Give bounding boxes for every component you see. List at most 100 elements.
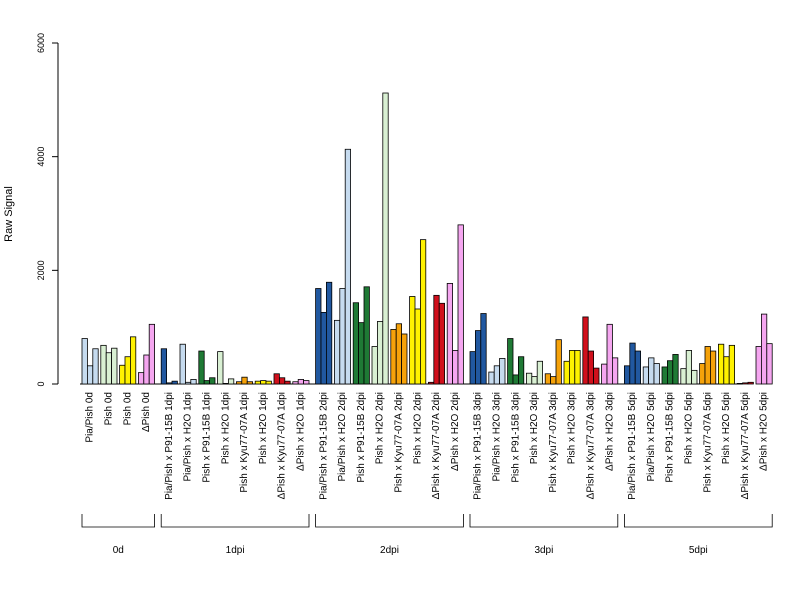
category-label: Pia/Pish x P91-15B 1dpi bbox=[164, 392, 175, 500]
category-label: Pish x Kyu77-07A 1dpi bbox=[239, 392, 250, 493]
bar bbox=[297, 379, 305, 385]
category-label: ΔPish 0d bbox=[141, 392, 152, 432]
bar bbox=[92, 348, 99, 385]
group-label: 0d bbox=[113, 545, 124, 556]
bar bbox=[333, 319, 341, 385]
bar bbox=[148, 323, 155, 385]
bar bbox=[344, 148, 352, 385]
bar bbox=[409, 296, 416, 385]
bar bbox=[691, 369, 698, 385]
bar bbox=[395, 323, 403, 385]
group-label: 2dpi bbox=[380, 545, 399, 556]
bar bbox=[555, 339, 562, 385]
bar bbox=[419, 239, 427, 385]
bar bbox=[601, 363, 608, 385]
bar bbox=[728, 344, 736, 385]
bar bbox=[352, 302, 360, 385]
category-label: Pish x H2O 2dpi bbox=[375, 392, 386, 464]
bar bbox=[320, 311, 327, 385]
bar bbox=[680, 368, 687, 385]
group-label: 1dpi bbox=[226, 545, 245, 556]
bar bbox=[284, 380, 291, 385]
category-label: Pish x H2O 1dpi bbox=[258, 392, 269, 464]
category-label: Pia/Pish x P91-15B 3dpi bbox=[473, 392, 484, 500]
bar bbox=[119, 364, 126, 385]
bar bbox=[190, 379, 197, 385]
bar bbox=[710, 350, 717, 385]
category-label: Pia/Pish x H2O 5dpi bbox=[646, 392, 657, 482]
bar bbox=[273, 373, 280, 385]
bar bbox=[629, 342, 636, 385]
bar bbox=[325, 281, 333, 385]
category-label: Pia/Pish x H2O 1dpi bbox=[183, 392, 194, 482]
bar bbox=[648, 357, 655, 385]
bar bbox=[203, 380, 210, 385]
bar bbox=[593, 367, 600, 385]
bar bbox=[457, 224, 464, 385]
bar bbox=[653, 363, 660, 385]
bar bbox=[401, 333, 408, 385]
category-label: Pish x H2O 3dpi bbox=[529, 392, 540, 464]
bar bbox=[315, 288, 322, 385]
bar bbox=[582, 316, 589, 385]
bar bbox=[587, 350, 595, 385]
category-label: Pia/Pish x P91-15B 2dpi bbox=[318, 392, 329, 500]
bar bbox=[569, 350, 576, 385]
category-label: Pish x Kyu77-07A 5dpi bbox=[702, 392, 713, 493]
group-bracket bbox=[315, 514, 464, 528]
bar bbox=[672, 354, 679, 385]
category-label: Pish x H2O 3dpi bbox=[567, 392, 578, 464]
category-label: ΔPish x H2O 3dpi bbox=[604, 392, 615, 471]
bar bbox=[718, 343, 725, 385]
bar bbox=[612, 357, 619, 385]
bar bbox=[265, 380, 272, 385]
bar bbox=[512, 374, 519, 385]
y-axis-title: Raw Signal bbox=[3, 186, 15, 242]
bar bbox=[685, 350, 693, 385]
bar bbox=[184, 381, 192, 385]
bar bbox=[550, 376, 557, 385]
bar bbox=[254, 380, 261, 385]
category-label: Pish x P91-15B 5dpi bbox=[665, 392, 676, 483]
bar bbox=[105, 352, 112, 385]
bar bbox=[166, 382, 173, 385]
category-label: ΔPish x Kyu77-07A 5dpi bbox=[740, 392, 751, 499]
bar bbox=[747, 381, 754, 385]
bar bbox=[507, 338, 514, 385]
bar bbox=[129, 336, 137, 385]
bar bbox=[480, 313, 487, 385]
bar bbox=[499, 358, 506, 385]
group-bracket bbox=[81, 514, 155, 528]
bar bbox=[179, 343, 186, 385]
bar bbox=[160, 348, 167, 385]
bar bbox=[723, 356, 730, 385]
y-tick-label: 2000 bbox=[36, 260, 46, 280]
bar bbox=[667, 360, 674, 385]
category-label: Pish x H2O 5dpi bbox=[721, 392, 732, 464]
bar bbox=[209, 377, 216, 385]
bar bbox=[222, 383, 229, 385]
bar bbox=[438, 302, 446, 385]
bar bbox=[81, 338, 88, 385]
category-label: Pish x Kyu77-07A 3dpi bbox=[548, 392, 559, 493]
bar bbox=[292, 381, 299, 385]
category-label: ΔPish x Kyu77-07A 1dpi bbox=[277, 392, 288, 499]
category-label: Pish x H2O 5dpi bbox=[684, 392, 695, 464]
category-label: ΔPish x H2O 1dpi bbox=[296, 392, 307, 471]
category-label: ΔPish x H2O 5dpi bbox=[759, 392, 770, 471]
bar bbox=[766, 343, 773, 385]
category-label: Pia/Pish x P91-15B 5dpi bbox=[627, 392, 638, 500]
bar bbox=[241, 376, 248, 385]
bar bbox=[260, 380, 267, 385]
category-label: Pish 0d bbox=[122, 392, 133, 425]
group-bracket bbox=[469, 514, 619, 528]
category-label: ΔPish x Kyu77-07A 3dpi bbox=[586, 392, 597, 499]
category-label: Pish x P91-15B 3dpi bbox=[510, 392, 521, 483]
bar bbox=[427, 381, 435, 385]
y-tick-label: 0 bbox=[36, 381, 46, 386]
bar bbox=[303, 380, 310, 385]
bar bbox=[433, 294, 440, 385]
bar bbox=[474, 330, 482, 385]
bars-layer bbox=[81, 92, 773, 385]
category-label: Pia/Pish x H2O 2dpi bbox=[337, 392, 348, 482]
